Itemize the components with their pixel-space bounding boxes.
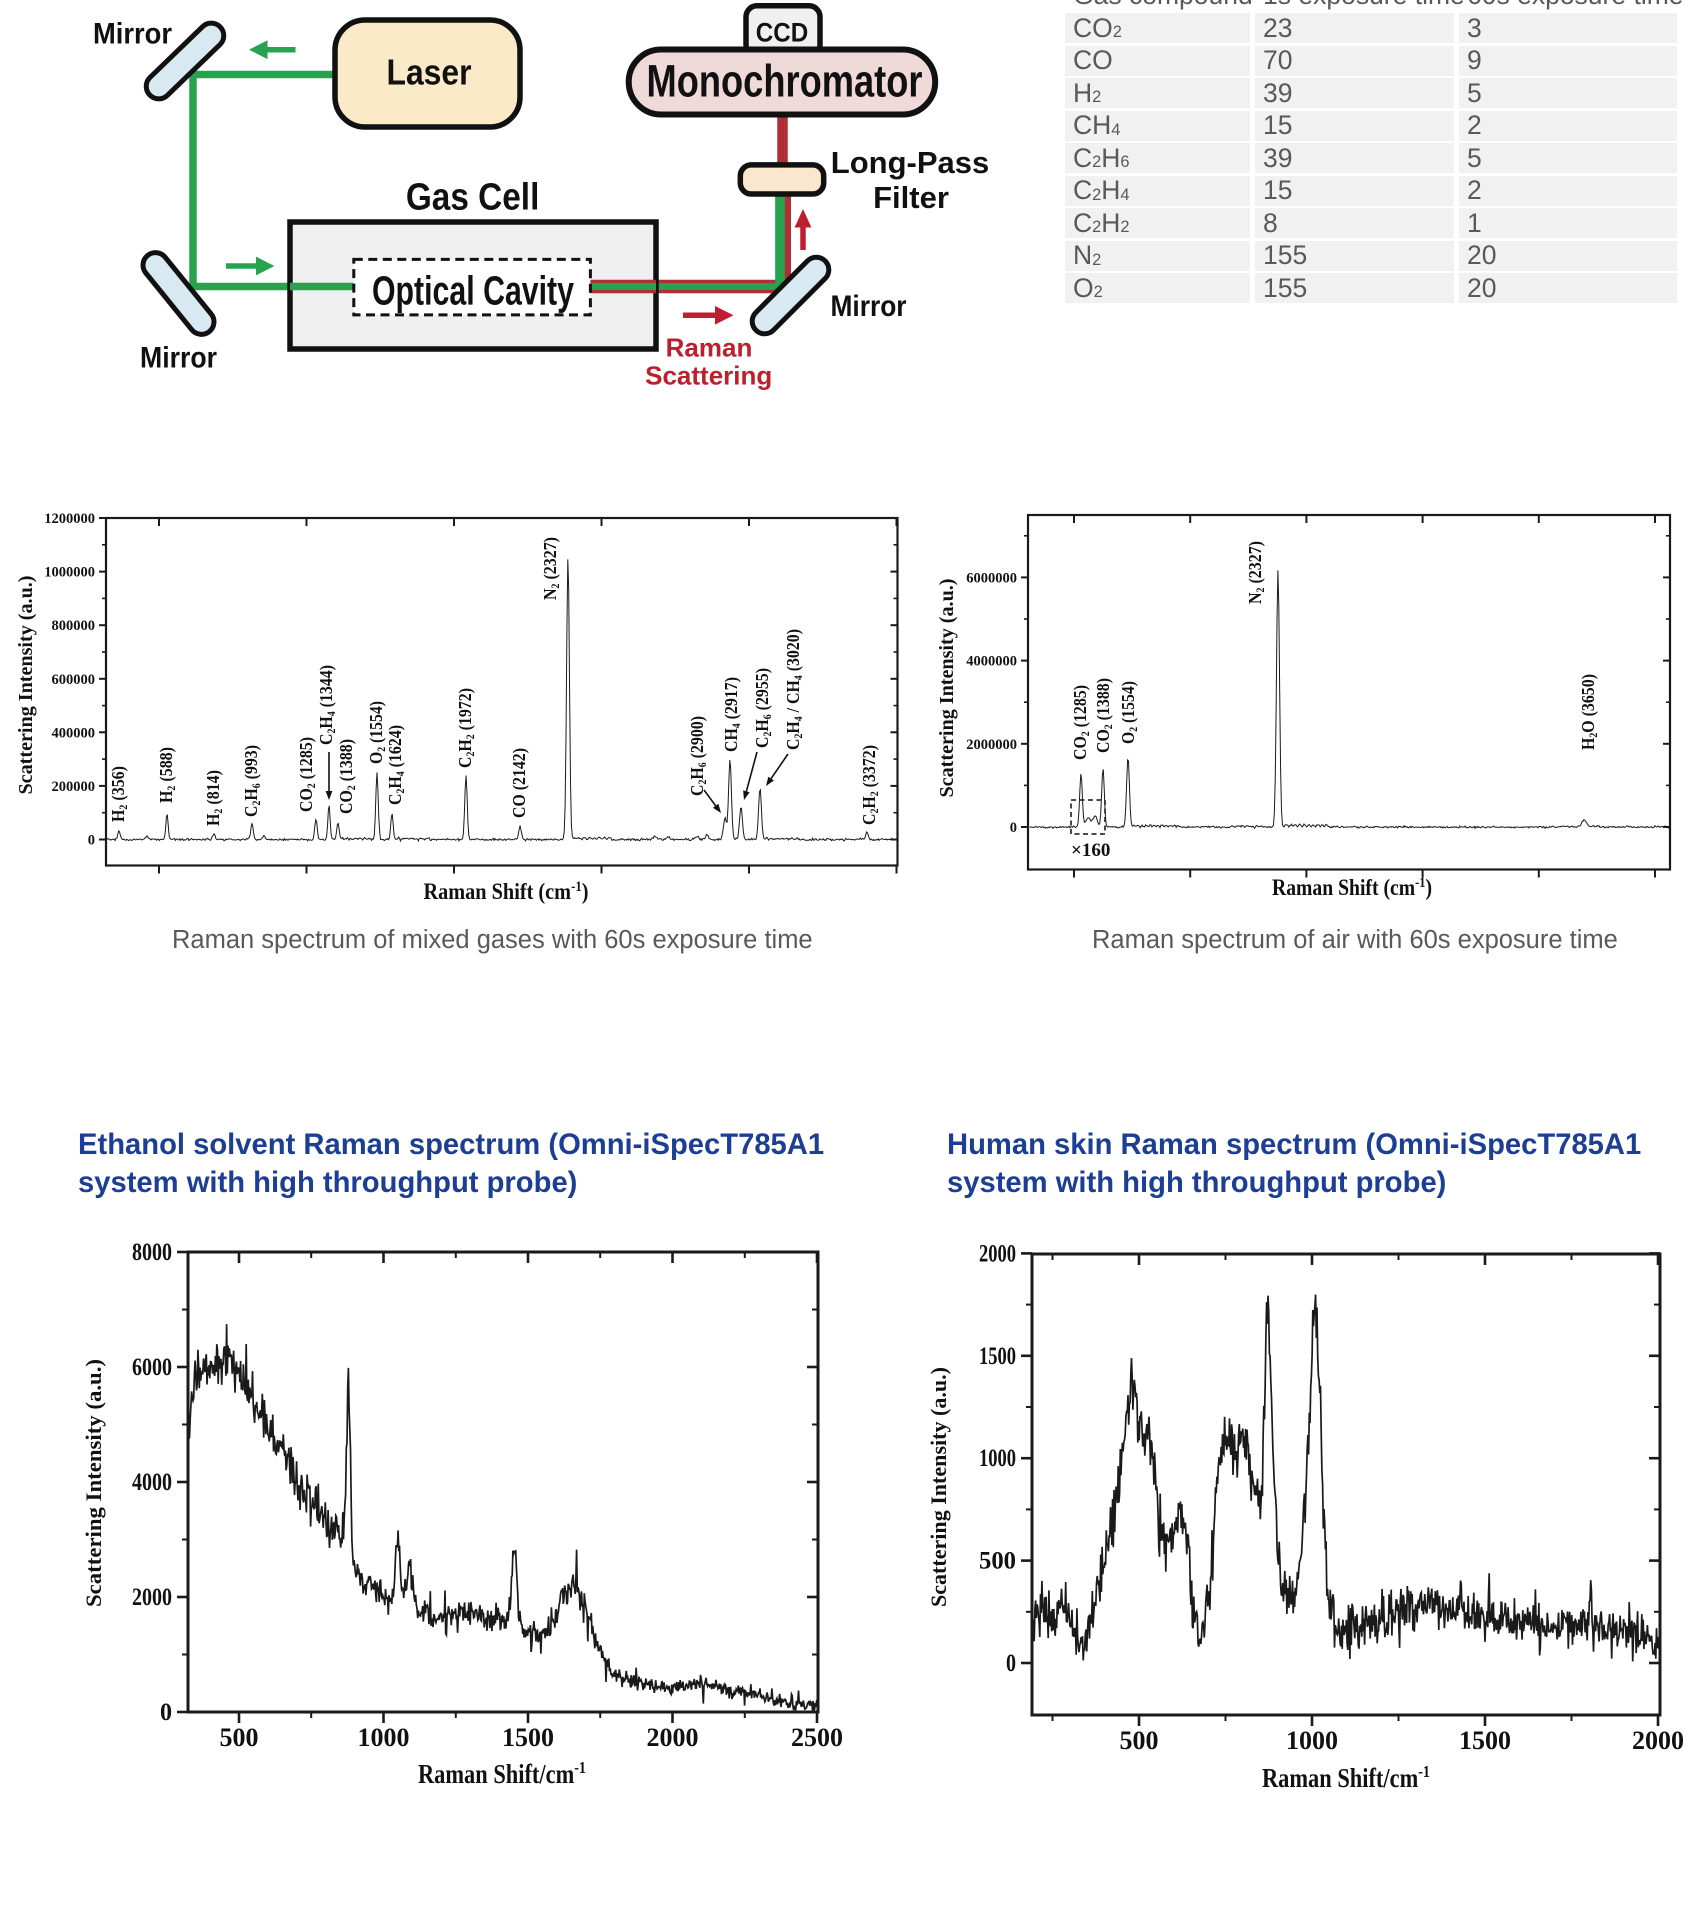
svg-text:C2​H6​ (2955): C2​H6​ (2955) <box>752 668 774 748</box>
svg-text:1000: 1000 <box>358 1723 410 1752</box>
svg-text:0: 0 <box>160 1699 172 1726</box>
svg-text:Mirror: Mirror <box>831 290 907 323</box>
svg-text:1000: 1000 <box>979 1445 1016 1472</box>
svg-text:CH4​ (2917): CH4​ (2917) <box>721 677 743 752</box>
svg-text:Laser: Laser <box>387 52 472 93</box>
svg-text:6000000: 6000000 <box>966 570 1017 586</box>
svg-text:C2​H6​ (2900): C2​H6​ (2900) <box>687 716 709 796</box>
svg-text:1000: 1000 <box>1286 1726 1338 1755</box>
svg-text:CO2​ (1388): CO2​ (1388) <box>336 739 358 814</box>
svg-text:CO2​ (1285): CO2​ (1285) <box>1070 685 1092 760</box>
svg-text:Optical Cavity: Optical Cavity <box>372 268 574 314</box>
svg-text:Gas Cell: Gas Cell <box>406 177 540 219</box>
svg-text:Raman Shift/cm-1: Raman Shift/cm-1 <box>418 1758 586 1789</box>
svg-text:C2​H2​ (1972): C2​H2​ (1972) <box>455 688 477 768</box>
svg-text:500: 500 <box>220 1723 259 1752</box>
svg-text:2500: 2500 <box>791 1723 843 1752</box>
svg-text:1000000: 1000000 <box>44 565 95 581</box>
svg-text:1200000: 1200000 <box>44 511 95 527</box>
svg-text:C2​H4​ / CH4​ (3020): C2​H4​ / CH4​ (3020) <box>783 629 805 750</box>
svg-text:0: 0 <box>1010 820 1017 836</box>
svg-text:500: 500 <box>979 1548 1016 1575</box>
svg-text:2000: 2000 <box>132 1584 172 1611</box>
svg-text:C2​H4​ (1624): C2​H4​ (1624) <box>385 725 407 805</box>
svg-text:CO2​ (1285): CO2​ (1285) <box>296 737 318 812</box>
svg-text:H2​ (814): H2​ (814) <box>203 770 225 826</box>
svg-text:CO2​ (1388): CO2​ (1388) <box>1093 678 1115 753</box>
svg-text:N2​ (2327): N2​ (2327) <box>1245 541 1267 604</box>
svg-text:Raman: Raman <box>666 333 753 363</box>
svg-text:400000: 400000 <box>52 725 96 741</box>
svg-text:C2​H6​ (993): C2​H6​ (993) <box>241 745 263 817</box>
svg-text:N2​ (2327): N2​ (2327) <box>540 537 562 600</box>
svg-text:1500: 1500 <box>1459 1726 1511 1755</box>
svg-text:1500: 1500 <box>502 1723 554 1752</box>
svg-text:2000000: 2000000 <box>966 737 1017 753</box>
svg-text:800000: 800000 <box>52 618 96 634</box>
svg-text:Monochromator: Monochromator <box>647 56 923 107</box>
svg-text:Scattering Intensity (a.u.): Scattering Intensity (a.u.) <box>926 1367 951 1607</box>
svg-text:500: 500 <box>1120 1726 1159 1755</box>
svg-text:4000: 4000 <box>132 1469 172 1496</box>
svg-text:1500: 1500 <box>979 1343 1016 1370</box>
svg-text:Mirror: Mirror <box>93 18 172 51</box>
svg-text:H2​O (3650): H2​O (3650) <box>1578 674 1600 750</box>
svg-text:2000: 2000 <box>1632 1726 1684 1755</box>
svg-text:Raman Shift (cm-1): Raman Shift (cm-1) <box>1272 875 1432 900</box>
svg-text:Scattering: Scattering <box>645 361 772 391</box>
svg-text:Raman Shift/cm-1: Raman Shift/cm-1 <box>1262 1762 1430 1793</box>
svg-text:Scattering Intensity (a.u.): Scattering Intensity (a.u.) <box>936 579 958 798</box>
svg-text:Mirror: Mirror <box>140 342 217 375</box>
svg-text:4000000: 4000000 <box>966 654 1017 670</box>
svg-text:C2​H2​ (3372): C2​H2​ (3372) <box>859 745 881 825</box>
svg-text:8000: 8000 <box>132 1239 172 1266</box>
svg-text:6000: 6000 <box>132 1354 172 1381</box>
svg-text:Long-Pass: Long-Pass <box>831 145 989 180</box>
svg-text:CCD: CCD <box>756 18 809 48</box>
svg-text:2000: 2000 <box>979 1240 1016 1267</box>
svg-text:H2​ (356): H2​ (356) <box>108 766 130 822</box>
svg-text:CO (2142): CO (2142) <box>509 748 530 818</box>
svg-text:600000: 600000 <box>52 672 96 688</box>
svg-text:C2​H4​ (1344): C2​H4​ (1344) <box>316 665 338 745</box>
svg-text:Raman Shift (cm-1): Raman Shift (cm-1) <box>424 879 589 904</box>
svg-text:0: 0 <box>1006 1650 1016 1677</box>
svg-text:H2​ (588): H2​ (588) <box>156 747 178 803</box>
svg-text:Scattering Intensity (a.u.): Scattering Intensity (a.u.) <box>81 1359 106 1607</box>
svg-text:Filter: Filter <box>873 180 949 215</box>
svg-text:200000: 200000 <box>52 779 96 795</box>
svg-text:O2​ (1554): O2​ (1554) <box>1118 681 1140 744</box>
svg-text:2000: 2000 <box>647 1723 699 1752</box>
svg-text:Scattering Intensity (a.u.): Scattering Intensity (a.u.) <box>15 576 37 795</box>
svg-text:×160: ×160 <box>1071 840 1110 861</box>
svg-text:0: 0 <box>88 833 95 849</box>
